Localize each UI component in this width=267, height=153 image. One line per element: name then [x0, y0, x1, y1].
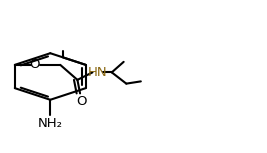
Text: NH₂: NH₂	[38, 117, 63, 130]
Text: HN: HN	[87, 66, 107, 79]
Text: O: O	[29, 58, 40, 71]
Text: O: O	[76, 95, 87, 108]
